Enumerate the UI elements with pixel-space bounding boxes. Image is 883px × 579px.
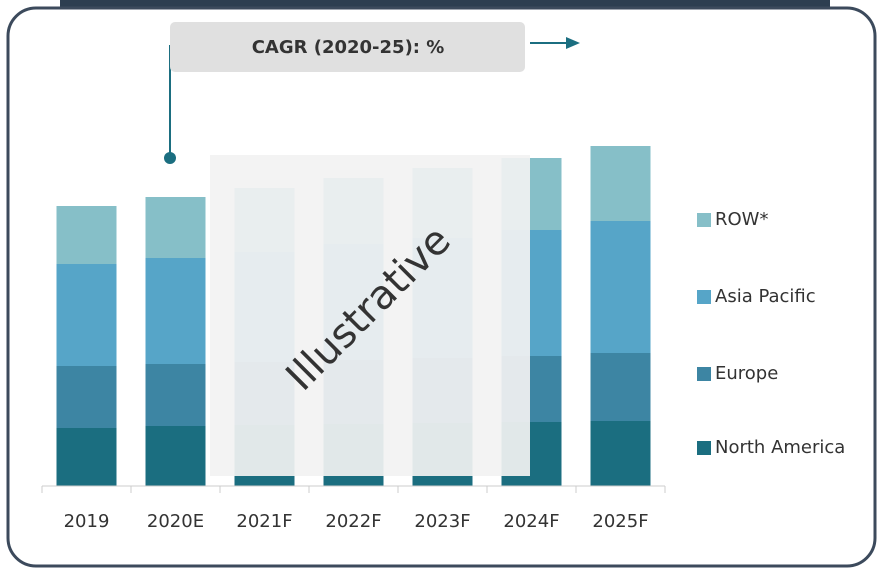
legend-label: North America	[715, 437, 845, 458]
x-tick-label: 2023F	[414, 511, 470, 532]
legend-swatch	[697, 367, 711, 381]
bar-segment	[56, 366, 117, 428]
x-tick-label: 2020E	[147, 511, 204, 532]
bar-segment	[56, 206, 117, 264]
bar-segment	[145, 258, 206, 364]
arrow-head	[566, 37, 580, 49]
bar-segment	[590, 221, 651, 353]
x-tick-label: 2024F	[503, 511, 559, 532]
header-band	[60, 0, 830, 10]
legend-swatch	[697, 441, 711, 455]
bar-segment	[590, 146, 651, 221]
x-tick-label: 2022F	[325, 511, 381, 532]
legend-label: Asia Pacific	[715, 286, 816, 307]
legend-swatch	[697, 213, 711, 227]
bar-segment	[145, 426, 206, 486]
x-tick-label: 2021F	[236, 511, 292, 532]
legend-label: ROW*	[715, 209, 768, 230]
callout-box	[170, 22, 525, 72]
callout-text: CAGR (2020-25): %	[252, 37, 445, 58]
overlay	[210, 155, 530, 476]
bar-segment	[145, 364, 206, 426]
x-tick-label: 2025F	[592, 511, 648, 532]
callout-dot	[164, 152, 176, 164]
legend-swatch	[697, 290, 711, 304]
bar-segment	[590, 421, 651, 486]
legend-label: Europe	[715, 363, 778, 384]
bar-segment	[56, 264, 117, 366]
bar-segment	[56, 428, 117, 486]
bar-segment	[590, 353, 651, 421]
bar-segment	[145, 197, 206, 258]
x-tick-label: 2019	[64, 511, 110, 532]
